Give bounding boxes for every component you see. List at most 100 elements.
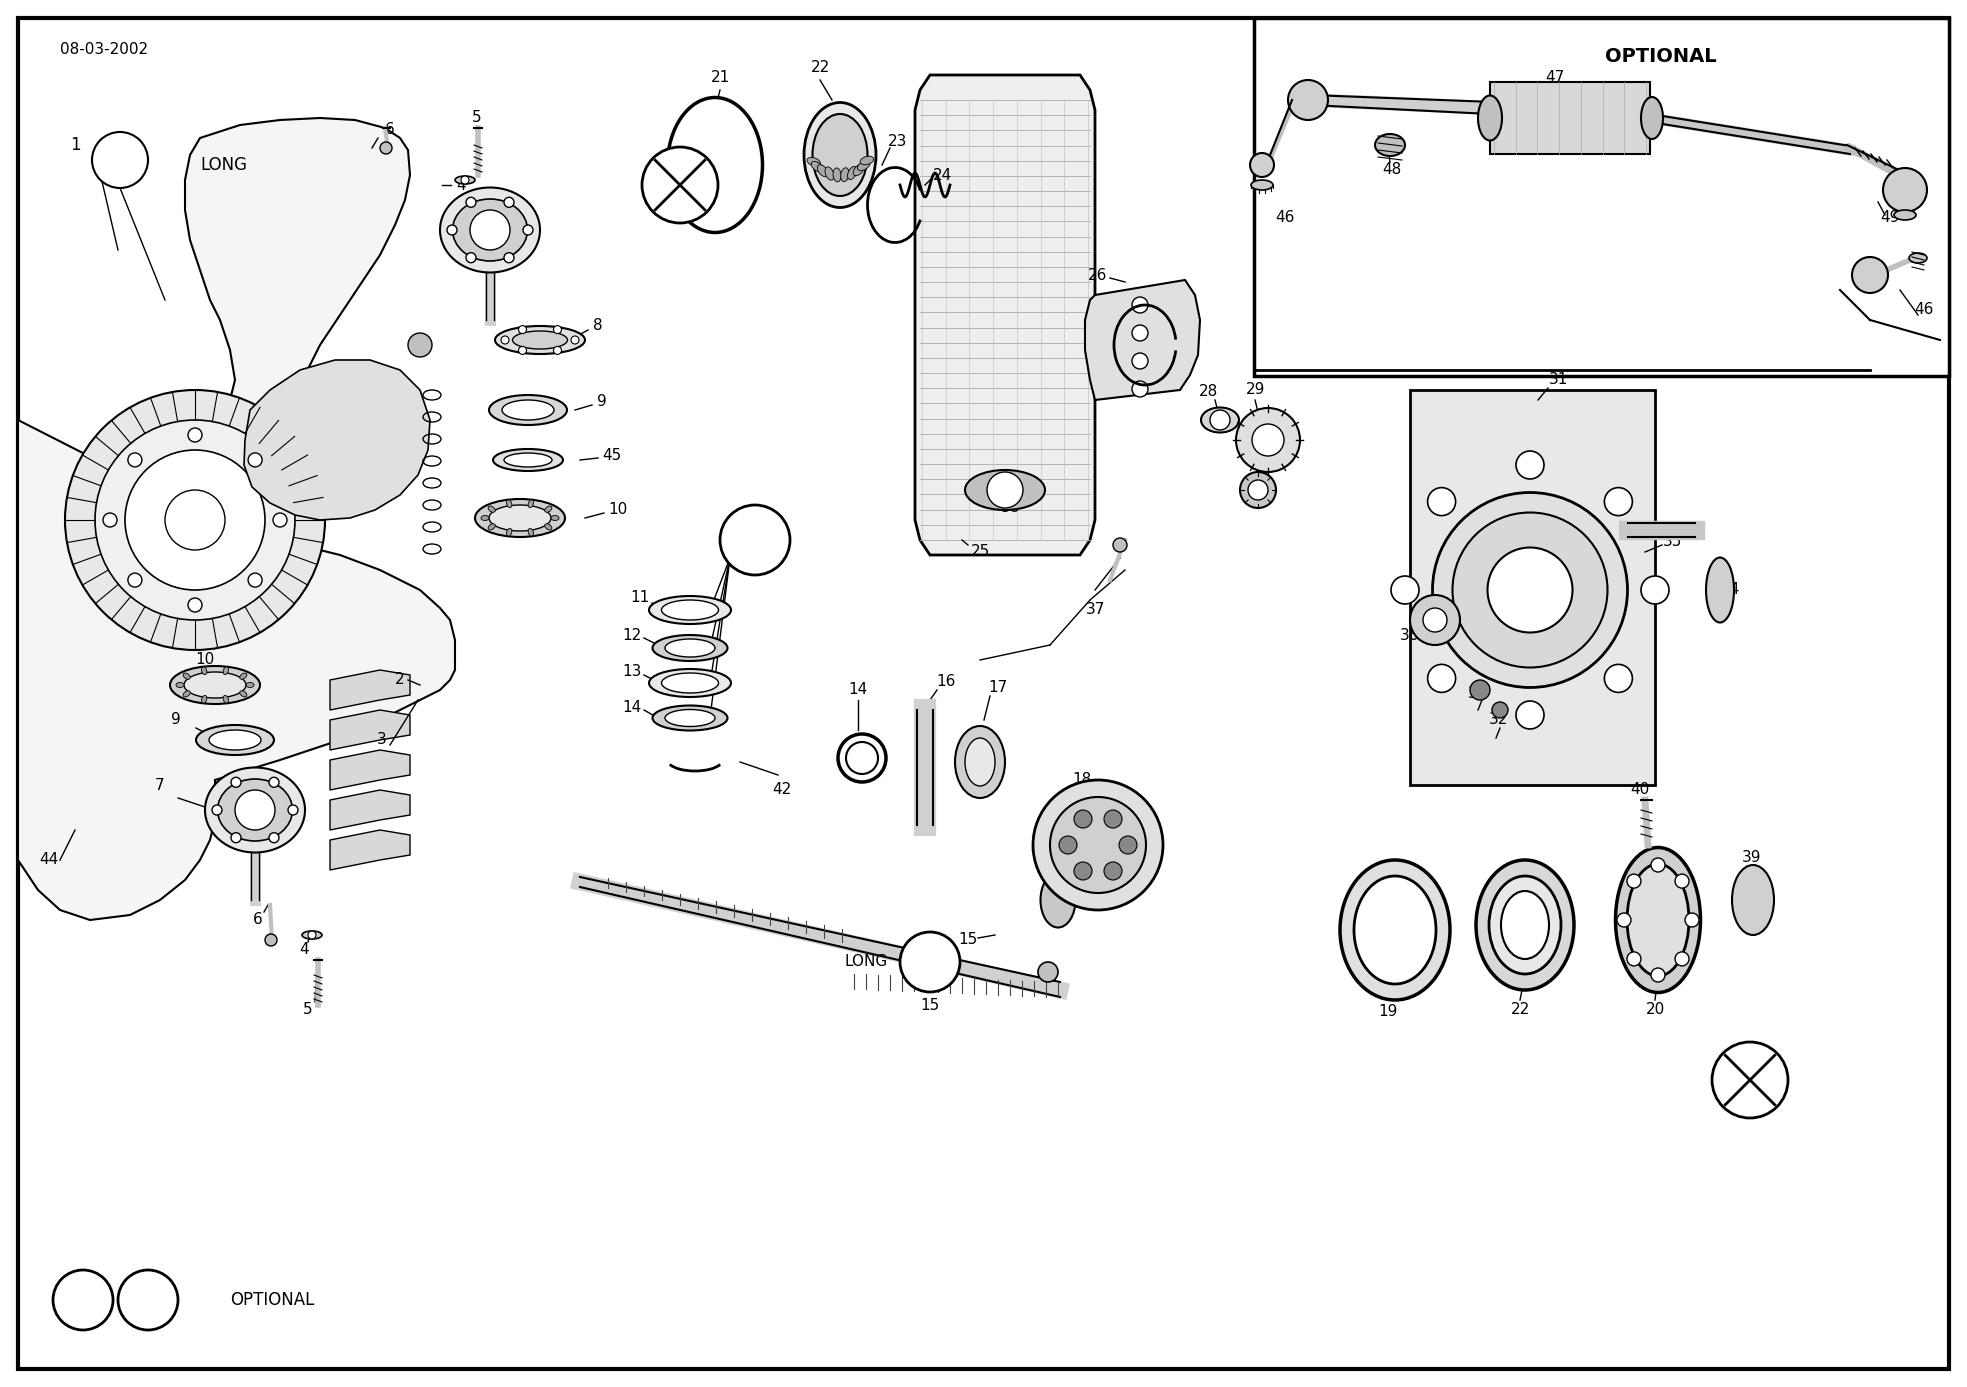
- Ellipse shape: [527, 528, 533, 537]
- Ellipse shape: [858, 161, 869, 171]
- Circle shape: [1050, 798, 1147, 893]
- Ellipse shape: [474, 499, 565, 537]
- Circle shape: [234, 791, 275, 829]
- Circle shape: [1711, 1042, 1788, 1118]
- Text: 24: 24: [932, 168, 952, 183]
- Text: 18: 18: [1072, 773, 1092, 788]
- Text: 8: 8: [594, 318, 602, 333]
- Circle shape: [266, 933, 277, 946]
- Ellipse shape: [1705, 558, 1735, 623]
- Ellipse shape: [507, 499, 511, 508]
- Ellipse shape: [1489, 877, 1562, 974]
- Polygon shape: [915, 75, 1096, 555]
- Circle shape: [1131, 354, 1149, 369]
- Circle shape: [1428, 664, 1456, 692]
- Ellipse shape: [846, 742, 877, 774]
- Ellipse shape: [810, 161, 824, 172]
- Ellipse shape: [441, 187, 541, 272]
- Ellipse shape: [653, 635, 728, 662]
- Circle shape: [126, 449, 266, 589]
- Ellipse shape: [1733, 865, 1774, 935]
- Ellipse shape: [496, 326, 584, 354]
- Text: 10: 10: [608, 502, 627, 517]
- Circle shape: [1249, 153, 1275, 178]
- Circle shape: [189, 429, 203, 442]
- Text: 44: 44: [39, 853, 59, 867]
- Ellipse shape: [197, 725, 273, 755]
- Polygon shape: [18, 118, 454, 920]
- Polygon shape: [330, 829, 409, 870]
- Circle shape: [53, 1270, 112, 1330]
- Circle shape: [1617, 913, 1631, 927]
- Polygon shape: [1086, 280, 1200, 399]
- Circle shape: [309, 931, 317, 939]
- Text: 29: 29: [1247, 383, 1265, 398]
- Ellipse shape: [240, 691, 248, 696]
- Polygon shape: [244, 361, 431, 520]
- Text: 14: 14: [622, 700, 641, 716]
- Ellipse shape: [818, 165, 828, 176]
- Text: 34: 34: [1721, 583, 1739, 598]
- Ellipse shape: [502, 399, 555, 420]
- Circle shape: [519, 347, 527, 355]
- Circle shape: [1113, 538, 1127, 552]
- Ellipse shape: [661, 673, 718, 694]
- Circle shape: [1247, 480, 1269, 499]
- Text: 32: 32: [1489, 713, 1507, 728]
- Text: 21: 21: [710, 71, 730, 86]
- Ellipse shape: [209, 730, 262, 750]
- Ellipse shape: [513, 331, 568, 350]
- Text: 4: 4: [456, 178, 466, 193]
- Ellipse shape: [507, 528, 511, 537]
- Text: 7: 7: [490, 227, 500, 243]
- Circle shape: [1410, 595, 1460, 645]
- Ellipse shape: [665, 639, 714, 657]
- Circle shape: [553, 347, 561, 355]
- Text: 19: 19: [1379, 1004, 1399, 1019]
- Circle shape: [1493, 702, 1509, 718]
- Ellipse shape: [1202, 408, 1239, 433]
- Circle shape: [380, 141, 391, 154]
- Text: 16: 16: [936, 674, 956, 689]
- Text: 17: 17: [987, 681, 1007, 695]
- Text: OPTIONAL: OPTIONAL: [1605, 47, 1717, 65]
- Circle shape: [92, 132, 148, 189]
- Ellipse shape: [1615, 847, 1701, 993]
- Circle shape: [901, 932, 960, 992]
- Text: 9: 9: [598, 394, 608, 409]
- Circle shape: [248, 573, 262, 587]
- Circle shape: [1882, 168, 1928, 212]
- Ellipse shape: [452, 198, 527, 261]
- Text: 48: 48: [1383, 162, 1402, 178]
- Ellipse shape: [854, 164, 864, 176]
- Ellipse shape: [246, 682, 254, 688]
- Circle shape: [1119, 836, 1137, 854]
- Ellipse shape: [1477, 96, 1503, 140]
- Circle shape: [1605, 664, 1633, 692]
- Text: 35: 35: [1662, 534, 1682, 549]
- Circle shape: [1676, 874, 1690, 888]
- Ellipse shape: [240, 673, 248, 680]
- Circle shape: [502, 336, 509, 344]
- Circle shape: [1074, 861, 1092, 879]
- Text: 46: 46: [1914, 302, 1934, 318]
- Circle shape: [1853, 257, 1888, 293]
- Circle shape: [1517, 700, 1544, 730]
- Ellipse shape: [649, 669, 732, 698]
- Ellipse shape: [1475, 860, 1574, 990]
- Ellipse shape: [812, 114, 867, 196]
- Text: 23: 23: [889, 135, 907, 150]
- Circle shape: [1131, 297, 1149, 313]
- Ellipse shape: [1353, 877, 1436, 983]
- Ellipse shape: [169, 666, 260, 705]
- Ellipse shape: [834, 168, 842, 182]
- Ellipse shape: [222, 695, 228, 703]
- Text: 22: 22: [1511, 1003, 1530, 1018]
- Bar: [1255, 18, 1949, 376]
- Text: 15: 15: [921, 997, 940, 1013]
- Circle shape: [1676, 951, 1690, 965]
- Text: 14: 14: [848, 682, 867, 698]
- Text: OPTIONAL: OPTIONAL: [230, 1291, 315, 1309]
- Text: 33: 33: [1467, 685, 1487, 700]
- Circle shape: [1074, 810, 1092, 828]
